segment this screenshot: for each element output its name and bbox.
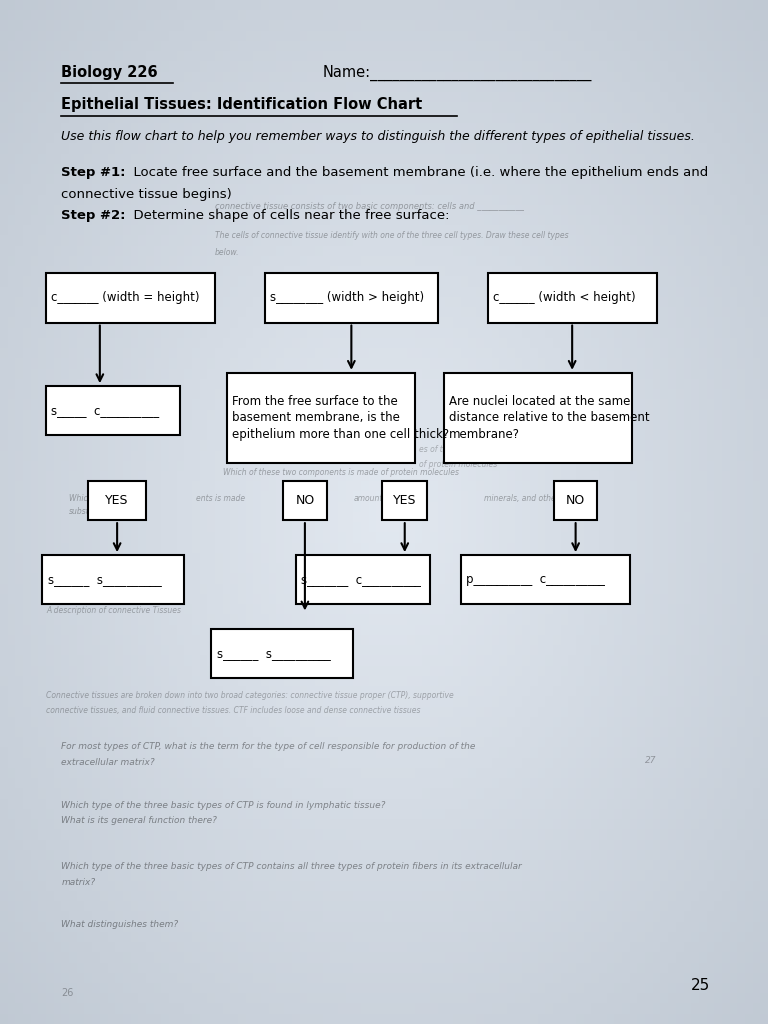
- Text: For most types of CTP, what is the term for the type of cell responsible for pro: For most types of CTP, what is the term …: [61, 742, 476, 752]
- Text: 26: 26: [61, 988, 74, 998]
- Text: es of the: es of the: [419, 445, 452, 455]
- Text: s________ (width > height): s________ (width > height): [270, 292, 425, 304]
- Text: matrix?: matrix?: [61, 878, 95, 887]
- Text: Connective tissues are broken down into two broad categories: connective tissue : Connective tissues are broken down into …: [46, 691, 454, 700]
- Bar: [46, 386, 180, 435]
- Bar: [382, 481, 427, 520]
- Bar: [283, 481, 327, 520]
- Text: Which type of the three basic types of CTP is found in lymphatic tissue?: Which type of the three basic types of C…: [61, 801, 386, 810]
- Text: Use this flow chart to help you remember ways to distinguish the different types: Use this flow chart to help you remember…: [61, 130, 695, 143]
- Text: Locate free surface and the basement membrane (i.e. where the epithelium ends an: Locate free surface and the basement mem…: [125, 166, 708, 179]
- Text: s_______  c__________: s_______ c__________: [301, 573, 421, 586]
- Text: amount: amount: [353, 494, 382, 503]
- Text: YES: YES: [393, 495, 416, 507]
- Text: Which of the: Which of the: [69, 494, 118, 503]
- Text: Epithelial Tissues: Identification Flow Chart: Epithelial Tissues: Identification Flow …: [61, 97, 422, 113]
- Text: A description of connective Tissues: A description of connective Tissues: [46, 606, 181, 615]
- Bar: [488, 273, 657, 323]
- Bar: [296, 555, 430, 604]
- Bar: [88, 481, 146, 520]
- Text: p__________  c__________: p__________ c__________: [466, 573, 605, 586]
- Text: c_______ (width = height): c_______ (width = height): [51, 292, 200, 304]
- Text: ents is made: ents is made: [196, 494, 245, 503]
- Text: connective tissues, and fluid connective tissues. CTF includes loose and dense c: connective tissues, and fluid connective…: [46, 706, 421, 715]
- Bar: [46, 273, 215, 323]
- Text: 25: 25: [691, 978, 710, 993]
- Text: s______  s__________: s______ s__________: [48, 573, 161, 586]
- Bar: [227, 373, 415, 463]
- Bar: [211, 629, 353, 678]
- Text: From the free surface to the
basement membrane, is the
epithelium more than one : From the free surface to the basement me…: [232, 395, 449, 440]
- Bar: [444, 373, 632, 463]
- Text: extracellular matrix?: extracellular matrix?: [61, 758, 155, 767]
- Text: 27: 27: [645, 756, 657, 765]
- Text: What is its general function there?: What is its general function there?: [61, 816, 217, 825]
- Text: connective tissue consists of two basic components: cells and ___________: connective tissue consists of two basic …: [215, 202, 524, 211]
- Text: Step #1:: Step #1:: [61, 166, 126, 179]
- Bar: [42, 555, 184, 604]
- Text: below.: below.: [215, 248, 240, 257]
- Text: Determine shape of cells near the free surface:: Determine shape of cells near the free s…: [125, 209, 450, 222]
- Text: minerals, and other: minerals, and other: [484, 494, 558, 503]
- Text: of protein molecules: of protein molecules: [419, 460, 497, 469]
- Text: NO: NO: [295, 495, 315, 507]
- Text: Name:______________________________: Name:______________________________: [323, 65, 592, 81]
- Bar: [265, 273, 438, 323]
- Bar: [554, 481, 597, 520]
- Text: Are nuclei located at the same
distance relative to the basement
membrane?: Are nuclei located at the same distance …: [449, 395, 650, 440]
- Text: YES: YES: [105, 495, 129, 507]
- Bar: [461, 555, 630, 604]
- Text: connective tissue begins): connective tissue begins): [61, 188, 232, 202]
- Text: s_____  c__________: s_____ c__________: [51, 404, 160, 417]
- Text: s______  s__________: s______ s__________: [217, 647, 330, 659]
- Text: Step #2:: Step #2:: [61, 209, 126, 222]
- Text: What distinguishes them?: What distinguishes them?: [61, 920, 179, 929]
- Text: substances?: substances?: [69, 507, 117, 516]
- Text: The cells of connective tissue identify with one of the three cell types. Draw t: The cells of connective tissue identify …: [215, 231, 568, 241]
- Text: NO: NO: [566, 495, 585, 507]
- Text: c______ (width < height): c______ (width < height): [493, 292, 636, 304]
- Text: Biology 226: Biology 226: [61, 65, 158, 80]
- Text: Which type of the three basic types of CTP contains all three types of protein f: Which type of the three basic types of C…: [61, 862, 522, 871]
- Text: Which of these two components is made of protein molecules: Which of these two components is made of…: [223, 468, 458, 477]
